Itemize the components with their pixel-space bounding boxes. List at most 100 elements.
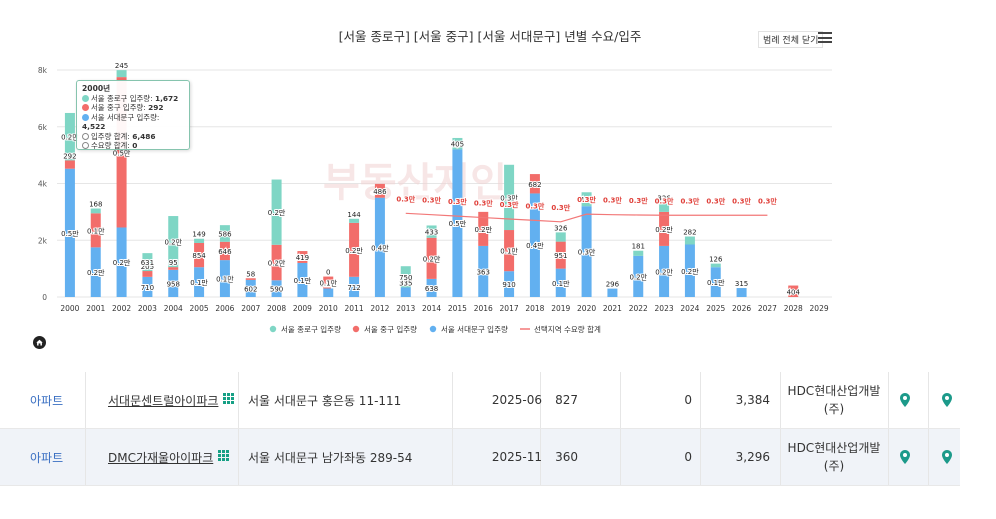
- tooltip-row: 서울 서대문구 입주량: 4,522: [82, 113, 184, 132]
- map-pin-icon[interactable]: [900, 372, 910, 428]
- property-type: 아파트: [30, 393, 64, 408]
- table-row[interactable]: 아파트 서대문센트럴아이파크 서울 서대문구 홍은동 11-111 2025-06 82…: [0, 372, 960, 429]
- x-tick-label: 2023: [655, 304, 674, 313]
- bar-segment: [349, 222, 360, 277]
- bar-segment: [349, 218, 360, 223]
- data-label: 0.3만: [500, 193, 518, 202]
- map-pin-icon[interactable]: [900, 429, 910, 485]
- complex-name[interactable]: 서대문센트럴아이파크: [108, 393, 219, 408]
- bar-segment: [400, 287, 411, 297]
- data-label: 0.2만: [629, 272, 647, 281]
- unit-count: 827: [555, 393, 578, 407]
- column-divider: [700, 429, 701, 485]
- x-tick-label: 2015: [448, 304, 467, 313]
- column-divider: [452, 429, 453, 485]
- data-label: 144: [347, 211, 361, 219]
- tooltip-label: 서울 종로구 입주량:: [91, 93, 155, 103]
- bar-segment: [90, 247, 101, 297]
- grid-icon[interactable]: [218, 450, 230, 464]
- data-label: 0.3만: [578, 248, 596, 257]
- bar-segment: [504, 164, 515, 231]
- data-label: 602: [244, 285, 257, 293]
- home-icon[interactable]: [33, 336, 46, 349]
- complex-name[interactable]: DMC가재울아이파크: [108, 450, 214, 465]
- bar-segment: [142, 276, 153, 297]
- legend-toggle-button[interactable]: 범례 전체 닫기: [758, 31, 824, 48]
- bar-segment: [194, 267, 205, 297]
- grid-icon[interactable]: [223, 393, 235, 407]
- zero-value: 0: [684, 450, 692, 464]
- data-label: 0.2만: [474, 225, 492, 234]
- watermark-text: 부동산지인: [323, 160, 507, 206]
- column-divider: [928, 429, 929, 485]
- column-divider: [238, 429, 239, 485]
- legend-item[interactable]: 서울 서대문구 입주량: [441, 325, 508, 334]
- bar-segment: [426, 237, 437, 279]
- bar-segment: [90, 213, 101, 248]
- legend-item[interactable]: 서울 종로구 입주량: [281, 325, 341, 334]
- column-divider: [700, 372, 701, 428]
- data-label: 0.2만: [113, 258, 131, 267]
- data-label: 205: [141, 263, 154, 271]
- bar-segment: [736, 288, 747, 297]
- legend-item[interactable]: 선택지역 수요량 합계: [534, 324, 601, 334]
- column-divider: [780, 429, 781, 485]
- bar-segment: [219, 260, 230, 297]
- bar-segment: [64, 160, 75, 169]
- builder-name: HDC현대산업개발(주): [787, 384, 881, 416]
- x-tick-label: 2022: [629, 304, 648, 313]
- data-label: 404: [787, 288, 801, 296]
- data-label: 126: [709, 256, 723, 264]
- data-label: 0.2만: [655, 225, 673, 234]
- data-label: 0.1만: [190, 278, 208, 287]
- bar-segment: [168, 267, 179, 270]
- tooltip-label: 서울 중구 입주량:: [91, 103, 149, 112]
- bar-segment: [555, 268, 566, 297]
- data-label: 0.1만: [87, 226, 105, 235]
- x-tick-label: 2029: [810, 304, 829, 313]
- data-label: 168: [89, 201, 102, 209]
- data-label: 910: [502, 281, 515, 289]
- bar-segment: [659, 245, 670, 297]
- map-pin-icon[interactable]: [942, 429, 952, 485]
- bar-segment: [219, 241, 230, 261]
- tooltip-value: 1,672: [154, 93, 179, 103]
- column-divider: [452, 372, 453, 428]
- bar-segment: [788, 285, 799, 297]
- bar-segment: [400, 266, 411, 288]
- demand-label: 0.3만: [706, 196, 725, 205]
- complex-name-link[interactable]: DMC가재울아이파크: [108, 429, 230, 485]
- data-label: 0.4만: [371, 243, 389, 252]
- data-label: 296: [606, 281, 620, 289]
- data-label: 631: [141, 259, 154, 267]
- bar-segment: [116, 77, 127, 228]
- x-tick-label: 2018: [525, 304, 544, 313]
- zero-value: 0: [684, 393, 692, 407]
- data-label: 0.2만: [345, 246, 363, 255]
- data-label: 0.1만: [319, 279, 337, 288]
- bar-segment: [323, 276, 334, 289]
- complex-name-link[interactable]: 서대문센트럴아이파크: [108, 372, 235, 428]
- bar-segment: [504, 230, 515, 272]
- legend-item[interactable]: 서울 중구 입주량: [364, 325, 417, 334]
- data-label: 0.2만: [268, 208, 286, 217]
- bar-segment: [168, 216, 179, 268]
- y-tick-label: 6k: [38, 123, 48, 132]
- data-label: 315: [735, 280, 748, 288]
- data-label: 710: [141, 284, 154, 292]
- legend-marker: [429, 325, 437, 333]
- chart-area: 0 2k 4k 6k 8k 부동산지인 2000 2001 2002 2003 2004 2005 20…: [38, 61, 832, 334]
- hamburger-menu-icon[interactable]: [818, 32, 832, 43]
- map-pin-icon[interactable]: [942, 372, 952, 428]
- x-tick-label: 2007: [241, 304, 260, 313]
- table-row[interactable]: 아파트 DMC가재울아이파크 서울 서대문구 남가좌동 289-54 2025-11 3…: [0, 429, 960, 486]
- x-tick-label: 2012: [370, 304, 389, 313]
- x-tick-label: 2001: [86, 304, 105, 313]
- demand-label: 0.3만: [732, 196, 751, 205]
- data-label: 282: [683, 229, 696, 237]
- bar-segment: [426, 225, 437, 238]
- data-label: 433: [425, 229, 438, 237]
- data-label: 854: [192, 252, 206, 260]
- demand-line: [405, 212, 768, 223]
- data-label: 586: [218, 230, 232, 238]
